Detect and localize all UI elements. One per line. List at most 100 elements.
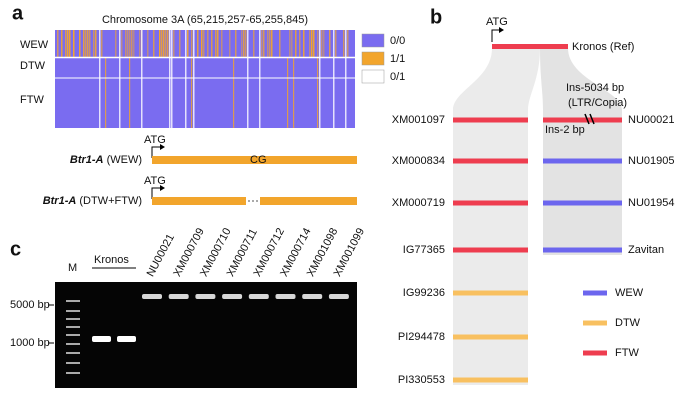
- heat-cell: [229, 30, 231, 57]
- gel-band: [92, 336, 111, 342]
- heat-cell: [193, 30, 195, 128]
- accession-label: Zavitan: [628, 244, 664, 256]
- legend-label: 0/0: [390, 35, 405, 47]
- annotation: (LTR/Copia): [568, 97, 627, 109]
- heat-cell: [87, 30, 89, 57]
- arrow-head: [160, 185, 165, 191]
- legend-label: WEW: [615, 287, 644, 299]
- heat-cell: [203, 30, 205, 57]
- legend-label: 0/1: [390, 71, 405, 83]
- gene-bar: [453, 377, 528, 383]
- heat-cell: [217, 30, 219, 57]
- heat-cell: [221, 30, 223, 57]
- panel-label: c: [10, 238, 21, 260]
- heat-cell: [65, 30, 67, 57]
- heat-cell: [293, 58, 295, 128]
- gene-label: Btr1-A (DTW+FTW): [43, 195, 142, 207]
- heat-cell: [267, 30, 269, 57]
- ladder-band: [66, 310, 80, 312]
- heat-cell: [329, 30, 331, 57]
- heat-cell: [335, 30, 337, 57]
- heat-cell: [187, 30, 189, 57]
- heat-cell: [243, 30, 245, 57]
- heat-cell: [287, 58, 289, 128]
- ladder-band: [66, 362, 80, 364]
- gene-bar: [453, 290, 528, 296]
- gel-band: [302, 294, 323, 299]
- heat-cell: [83, 30, 85, 57]
- legend-label: DTW: [615, 317, 641, 329]
- panel-title: Chromosome 3A (65,215,257-65,255,845): [102, 14, 308, 26]
- heat-cell: [289, 30, 291, 57]
- legend-swatch: [583, 350, 607, 356]
- gene-bar: [152, 156, 357, 164]
- heat-cell: [235, 30, 237, 57]
- row-label: DTW: [20, 60, 46, 72]
- heat-cell: [319, 30, 321, 128]
- start-arrow: [491, 29, 500, 42]
- heat-cell: [99, 30, 101, 128]
- heat-cell: [295, 30, 297, 57]
- heat-cell: [245, 30, 247, 57]
- gene-bar: [260, 197, 357, 205]
- arrow-head: [499, 27, 504, 33]
- gel-band: [168, 294, 189, 299]
- heat-cell: [279, 30, 281, 57]
- gene-label: Btr1-A (WEW): [70, 154, 142, 166]
- gene-bar: [543, 158, 622, 164]
- legend-swatch: [361, 33, 385, 48]
- heat-cell: [179, 30, 181, 57]
- heatmap: [55, 30, 355, 128]
- start-arrow: [151, 187, 162, 199]
- gene-name: Btr1-A: [43, 195, 77, 207]
- heat-cell: [73, 30, 75, 57]
- start-arrow: [151, 146, 162, 158]
- heat-cell: [79, 30, 81, 57]
- row-label: FTW: [20, 94, 44, 106]
- gene-bar: [453, 200, 528, 206]
- heat-cell: [105, 58, 107, 128]
- heat-cell: [261, 30, 263, 57]
- heat-cell: [69, 30, 71, 57]
- start-label: ATG: [144, 134, 166, 146]
- gene-bar: [152, 197, 246, 205]
- heat-cell: [197, 30, 199, 57]
- annotation: Ins-5034 bp: [566, 82, 624, 94]
- heat-cell: [317, 58, 319, 128]
- legend-swatch: [361, 69, 385, 84]
- heat-cell: [95, 30, 97, 57]
- heat-cell: [233, 58, 235, 128]
- panel-label: a: [12, 2, 24, 24]
- heat-cell: [173, 30, 175, 57]
- start-label: ATG: [144, 175, 166, 187]
- accession-label: IG99236: [403, 287, 445, 299]
- heat-cell: [131, 30, 133, 57]
- accession-label: XM000834: [392, 155, 445, 167]
- heat-cell: [247, 30, 249, 128]
- heat-cell: [211, 30, 213, 57]
- accession-label: NU01954: [628, 197, 674, 209]
- heat-cell: [253, 30, 255, 57]
- gene-bar: [453, 334, 528, 340]
- control-label: Kronos: [94, 254, 129, 266]
- heat-cell: [133, 30, 135, 57]
- heat-cell: [121, 30, 123, 57]
- legend-label: FTW: [615, 347, 639, 359]
- heat-cell: [159, 30, 161, 57]
- heat-cell: [291, 30, 293, 57]
- heat-cell: [191, 58, 193, 128]
- gene-bar: [492, 44, 568, 49]
- ladder-band: [66, 318, 80, 320]
- reference-label: Kronos (Ref): [572, 41, 634, 53]
- heat-cell: [101, 30, 103, 57]
- heat-cell: [127, 30, 129, 57]
- start-label: ATG: [486, 16, 508, 28]
- heat-cell: [269, 30, 271, 57]
- ladder-band: [66, 300, 80, 302]
- annotation: Ins-2 bp: [545, 124, 585, 136]
- snp-label: CG: [250, 154, 267, 166]
- legend-swatch: [583, 320, 607, 326]
- gel-band: [117, 336, 136, 342]
- gel-band: [328, 294, 349, 299]
